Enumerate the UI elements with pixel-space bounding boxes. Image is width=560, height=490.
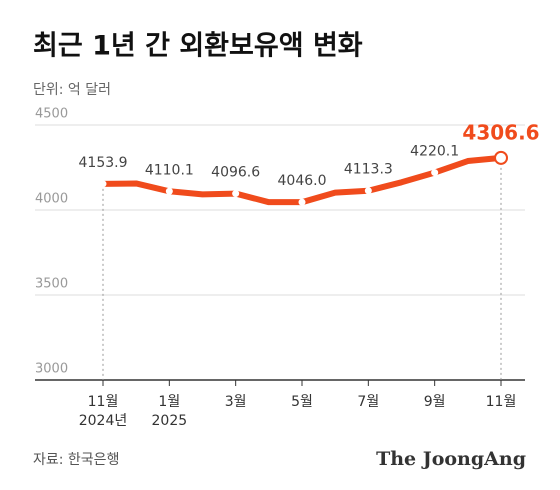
value-label: 4046.0 <box>278 173 327 189</box>
point <box>298 198 306 206</box>
point <box>494 150 508 165</box>
x-tick-label: 9월 <box>424 394 446 410</box>
value-label: 4096.6 <box>211 165 260 181</box>
value-label: 4113.3 <box>344 162 393 178</box>
point <box>232 190 240 198</box>
value-label: 4110.1 <box>145 162 194 178</box>
x-tick-label: 3월 <box>225 394 247 410</box>
value-label: 4220.1 <box>410 144 459 160</box>
x-tick-label: 1월 <box>158 394 180 410</box>
y-tick-label: 3500 <box>35 277 68 292</box>
point <box>364 187 372 195</box>
value-label: 4306.6 <box>462 120 539 144</box>
x-tick-year: 2024년 <box>79 413 128 429</box>
x-tick-label: 11월 <box>486 394 517 410</box>
chart-title: 최근 1년 간 외환보유액 변화 <box>33 31 363 62</box>
y-tick-label: 4500 <box>35 107 68 122</box>
source: 자료: 한국은행 <box>33 452 119 468</box>
x-tick-label: 5월 <box>291 394 313 410</box>
x-tick-label: 11월 <box>88 394 119 410</box>
point <box>99 180 107 188</box>
brand: The JoongAng <box>376 448 526 470</box>
x-tick-label: 7월 <box>357 394 379 410</box>
y-tick-label: 4000 <box>35 192 68 207</box>
x-tick-year: 2025 <box>152 413 188 429</box>
y-tick-label: 3000 <box>35 362 68 377</box>
point <box>165 187 173 195</box>
point <box>431 169 439 177</box>
value-label: 4153.9 <box>79 155 128 171</box>
subtitle: 단위: 억 달러 <box>33 82 111 98</box>
